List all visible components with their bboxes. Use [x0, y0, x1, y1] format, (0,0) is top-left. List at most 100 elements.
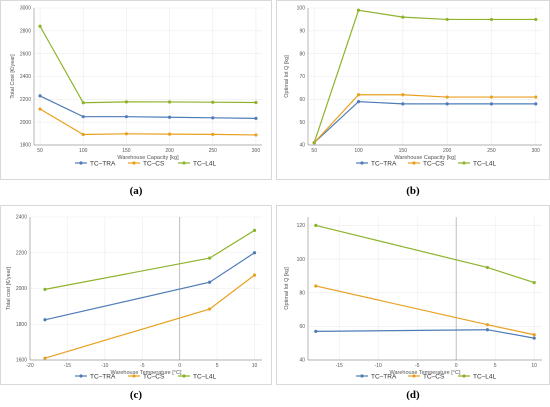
data-point — [81, 132, 85, 137]
series-line — [44, 274, 255, 359]
chart-panel-c: 1600 1800 2000 2200 2400 -20 -15 -10 -5 0 5 10 Wareh… — [0, 205, 272, 407]
data-point — [356, 93, 361, 97]
legend-label: TC–L4L — [473, 373, 497, 380]
y-tick-label: 2600 — [20, 51, 31, 57]
x-tick-label: -15 — [64, 363, 71, 369]
x-tick-label: 300 — [532, 148, 541, 154]
data-point — [254, 133, 258, 137]
y-tick-label: 2200 — [20, 97, 31, 103]
legend-label: TC–TRA — [90, 373, 116, 380]
series-line — [313, 9, 536, 143]
data-point — [81, 101, 85, 105]
data-point — [124, 132, 129, 136]
series-line — [315, 329, 535, 339]
x-axis-label: Warehouse Temperature [°C] — [111, 370, 182, 376]
y-tick-label: 2400 — [16, 215, 27, 221]
x-tick-label: 10 — [252, 363, 258, 369]
y-tick-label: 100 — [297, 257, 306, 263]
y-tick-label: 2000 — [16, 286, 27, 292]
legend-marker — [462, 161, 466, 165]
y-tick-label: 90 — [299, 29, 305, 35]
x-tick-label: 0 — [178, 363, 181, 369]
data-point — [252, 228, 257, 233]
legend-label: TC–CS — [423, 160, 445, 167]
chart-frame — [0, 205, 272, 385]
y-tick-label: 60 — [299, 324, 305, 330]
series-line — [315, 285, 535, 336]
x-tick-label: 200 — [165, 148, 174, 154]
series-line — [39, 95, 256, 119]
chart-panel-a: 1800 2000 2200 2400 2600 2800 3000 50 100 150 200 2… — [0, 0, 272, 203]
data-point — [445, 102, 449, 106]
data-point — [211, 116, 215, 120]
legend-label: TC–CS — [143, 373, 165, 380]
data-point — [534, 17, 538, 22]
data-point — [208, 256, 212, 260]
data-point — [532, 333, 536, 337]
legend-label: TC–CS — [143, 160, 165, 167]
x-tick-label: -10 — [375, 363, 382, 369]
x-tick-label: -5 — [415, 363, 420, 369]
chart-d-svg: 40 60 80 100 120 -15 -10 -5 0 5 10 Warehouse Temper… — [284, 217, 542, 380]
chart-frame — [0, 0, 272, 180]
data-point — [208, 307, 212, 311]
legend-label: TC–CS — [423, 373, 445, 380]
data-point — [534, 102, 538, 106]
data-point — [43, 318, 47, 322]
data-point — [489, 17, 494, 22]
x-axis-label: Warehouse Capacity [kg] — [117, 155, 179, 161]
data-point — [445, 95, 449, 99]
legend-marker — [182, 374, 186, 378]
data-point — [489, 95, 494, 99]
y-tick-label: 80 — [299, 290, 305, 296]
y-tick-label: 2400 — [20, 74, 31, 80]
y-tick-label: 2000 — [20, 120, 31, 126]
data-point — [485, 328, 489, 332]
series-line — [44, 229, 255, 290]
x-tick-label: 300 — [252, 148, 261, 154]
legend-marker — [360, 374, 364, 378]
data-point — [485, 323, 489, 327]
data-point — [43, 287, 47, 291]
x-tick-label: -5 — [140, 363, 145, 369]
data-point — [489, 102, 494, 106]
data-point — [211, 132, 215, 136]
legend-marker — [132, 161, 136, 165]
y-tick-label: 1800 — [16, 322, 27, 328]
panel-label: (a) — [129, 185, 143, 197]
data-point — [314, 284, 318, 288]
x-tick-label: 250 — [209, 148, 218, 154]
y-tick-label: 1600 — [16, 358, 27, 364]
data-point — [356, 100, 361, 104]
y-axis-label: Total Cost [€/year] — [10, 54, 16, 99]
y-tick-label: 40 — [299, 358, 305, 364]
data-point — [254, 100, 258, 105]
data-point — [314, 223, 318, 228]
legend-marker — [462, 374, 466, 378]
legend-label: TC–L4L — [193, 160, 217, 167]
data-point — [534, 95, 538, 99]
panel-label: (c) — [129, 389, 143, 401]
chart-panel-d: 40 60 80 100 120 -15 -10 -5 0 5 10 Warehouse Temper… — [276, 205, 550, 407]
legend-label: TC–L4L — [473, 160, 497, 167]
legend-label: TC–TRA — [90, 160, 116, 167]
x-tick-label: 250 — [487, 148, 496, 154]
y-axis-label: Total cost [€/year] — [6, 266, 12, 310]
data-point — [401, 102, 405, 106]
data-point — [38, 94, 42, 98]
data-point — [124, 115, 129, 119]
y-tick-label: 1800 — [20, 143, 31, 149]
data-point — [312, 141, 316, 145]
data-point — [38, 24, 42, 28]
data-point — [124, 100, 129, 104]
x-tick-label: 5 — [494, 363, 497, 369]
data-point — [314, 329, 318, 333]
series-line — [313, 94, 536, 144]
x-tick-label: -15 — [336, 363, 343, 369]
y-tick-label: 80 — [299, 51, 305, 57]
legend-marker — [79, 374, 83, 378]
x-tick-label: -20 — [26, 363, 33, 369]
data-point — [485, 265, 489, 270]
x-tick-label: 10 — [531, 363, 537, 369]
data-point — [252, 251, 257, 255]
